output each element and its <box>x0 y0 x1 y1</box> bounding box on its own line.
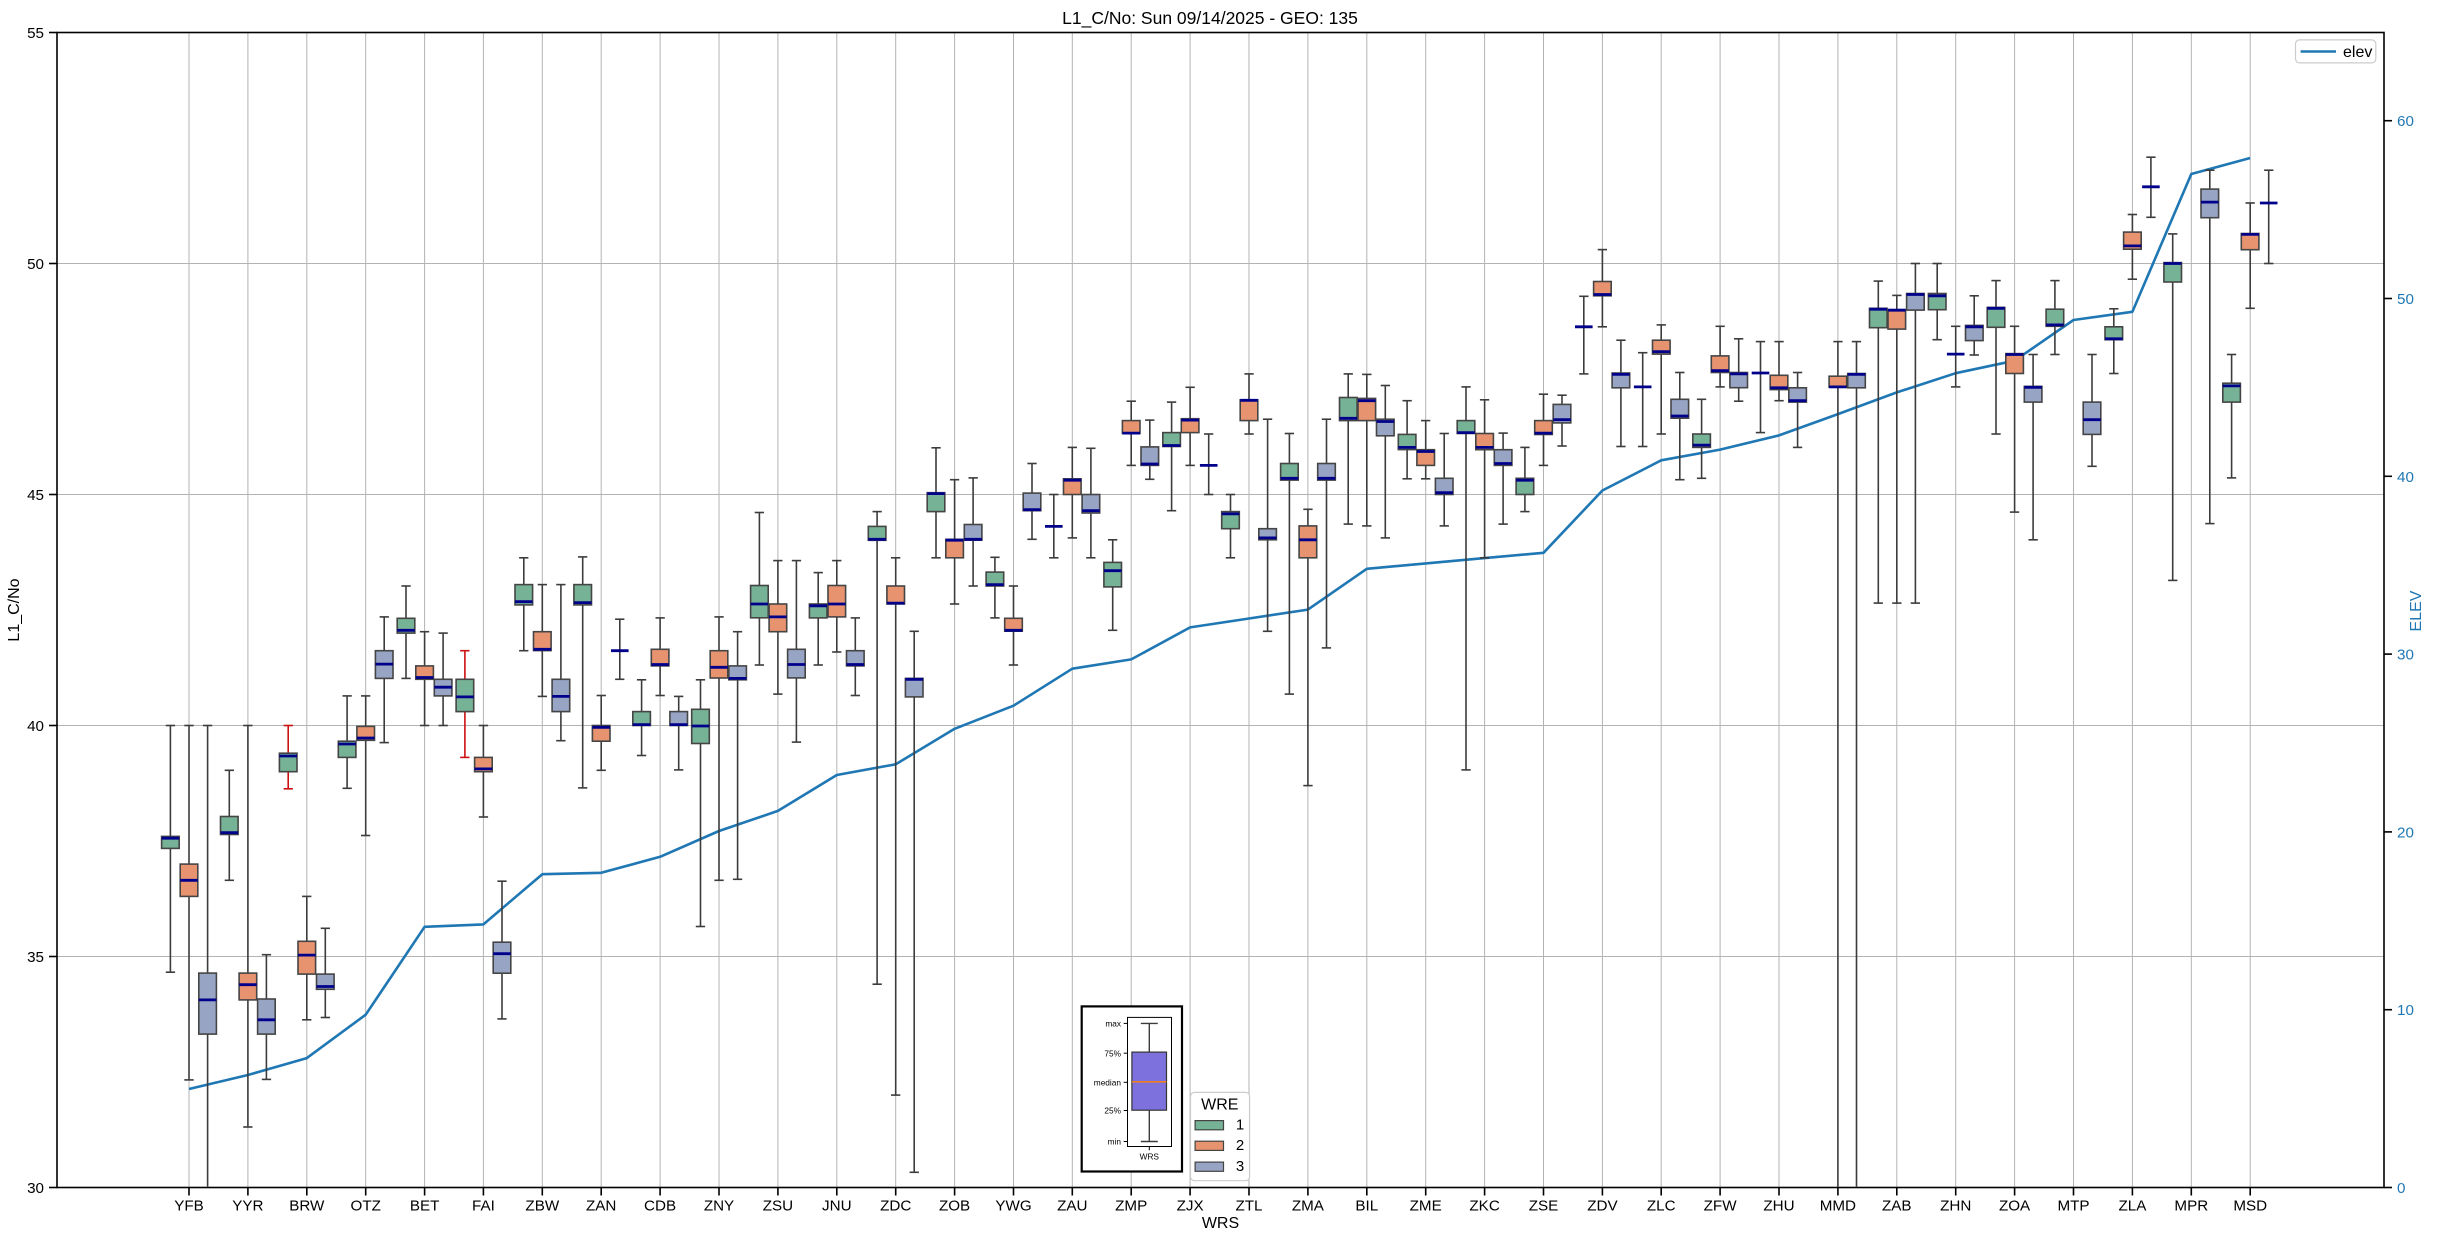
svg-text:45: 45 <box>27 487 44 504</box>
svg-text:55: 55 <box>27 25 44 42</box>
svg-text:ZME: ZME <box>1410 1198 1442 1215</box>
svg-text:50: 50 <box>2397 291 2414 308</box>
svg-text:ZDV: ZDV <box>1587 1198 1618 1215</box>
svg-text:3: 3 <box>1236 1158 1244 1175</box>
svg-text:BIL: BIL <box>1355 1198 1378 1215</box>
svg-text:10: 10 <box>2397 1002 2414 1019</box>
svg-text:OTZ: OTZ <box>351 1198 381 1215</box>
svg-text:75%: 75% <box>1104 1048 1121 1058</box>
svg-text:ELEV: ELEV <box>2408 590 2425 631</box>
svg-text:ZDC: ZDC <box>880 1198 911 1215</box>
svg-text:35: 35 <box>27 949 44 966</box>
svg-text:ZHN: ZHN <box>1940 1198 1971 1215</box>
svg-text:YWG: YWG <box>995 1198 1031 1215</box>
svg-text:ZSU: ZSU <box>763 1198 793 1215</box>
svg-text:JNU: JNU <box>822 1198 852 1215</box>
svg-text:ZNY: ZNY <box>704 1198 734 1215</box>
svg-text:median: median <box>1094 1078 1122 1088</box>
svg-text:MTP: MTP <box>2057 1198 2089 1215</box>
svg-text:40: 40 <box>2397 469 2414 486</box>
svg-text:ZBW: ZBW <box>525 1198 559 1215</box>
svg-text:WRS: WRS <box>1202 1215 1239 1232</box>
svg-text:60: 60 <box>2397 113 2414 130</box>
svg-text:40: 40 <box>27 718 44 735</box>
svg-text:BRW: BRW <box>289 1198 325 1215</box>
svg-text:ZSE: ZSE <box>1529 1198 1559 1215</box>
svg-text:ZKC: ZKC <box>1469 1198 1499 1215</box>
svg-text:min: min <box>1108 1137 1122 1147</box>
svg-text:WRS: WRS <box>1140 1152 1160 1162</box>
svg-text:ZHU: ZHU <box>1763 1198 1794 1215</box>
svg-text:ZTL: ZTL <box>1235 1198 1262 1215</box>
svg-text:ZLC: ZLC <box>1647 1198 1676 1215</box>
svg-text:ZMA: ZMA <box>1292 1198 1325 1215</box>
svg-text:ZFW: ZFW <box>1704 1198 1738 1215</box>
svg-text:ZMP: ZMP <box>1115 1198 1147 1215</box>
svg-text:WRE: WRE <box>1201 1097 1238 1114</box>
svg-text:ZAU: ZAU <box>1057 1198 1087 1215</box>
svg-text:25%: 25% <box>1104 1106 1121 1116</box>
svg-text:30: 30 <box>2397 647 2414 664</box>
svg-text:2: 2 <box>1236 1137 1244 1154</box>
svg-text:50: 50 <box>27 256 44 273</box>
svg-text:elev: elev <box>2343 44 2372 61</box>
svg-text:FAI: FAI <box>472 1198 495 1215</box>
svg-text:L1_C/No: L1_C/No <box>6 578 23 641</box>
svg-text:MSD: MSD <box>2233 1198 2267 1215</box>
svg-text:CDB: CDB <box>644 1198 676 1215</box>
svg-text:max: max <box>1105 1019 1122 1029</box>
svg-text:ZJX: ZJX <box>1177 1198 1204 1215</box>
svg-text:ZAB: ZAB <box>1882 1198 1912 1215</box>
svg-text:BET: BET <box>410 1198 440 1215</box>
svg-text:YFB: YFB <box>174 1198 204 1215</box>
svg-text:0: 0 <box>2397 1180 2405 1197</box>
svg-text:20: 20 <box>2397 824 2414 841</box>
svg-text:L1_C/No: Sun 09/14/2025 - GEO:: L1_C/No: Sun 09/14/2025 - GEO: 135 <box>1062 8 1358 29</box>
svg-text:1: 1 <box>1236 1116 1244 1133</box>
svg-text:ZLA: ZLA <box>2118 1198 2147 1215</box>
svg-text:MPR: MPR <box>2174 1198 2208 1215</box>
svg-text:ZOA: ZOA <box>1999 1198 2031 1215</box>
svg-text:30: 30 <box>27 1180 44 1197</box>
svg-text:ZAN: ZAN <box>586 1198 616 1215</box>
svg-text:ZOB: ZOB <box>939 1198 970 1215</box>
svg-text:YYR: YYR <box>232 1198 263 1215</box>
svg-text:MMD: MMD <box>1820 1198 1856 1215</box>
